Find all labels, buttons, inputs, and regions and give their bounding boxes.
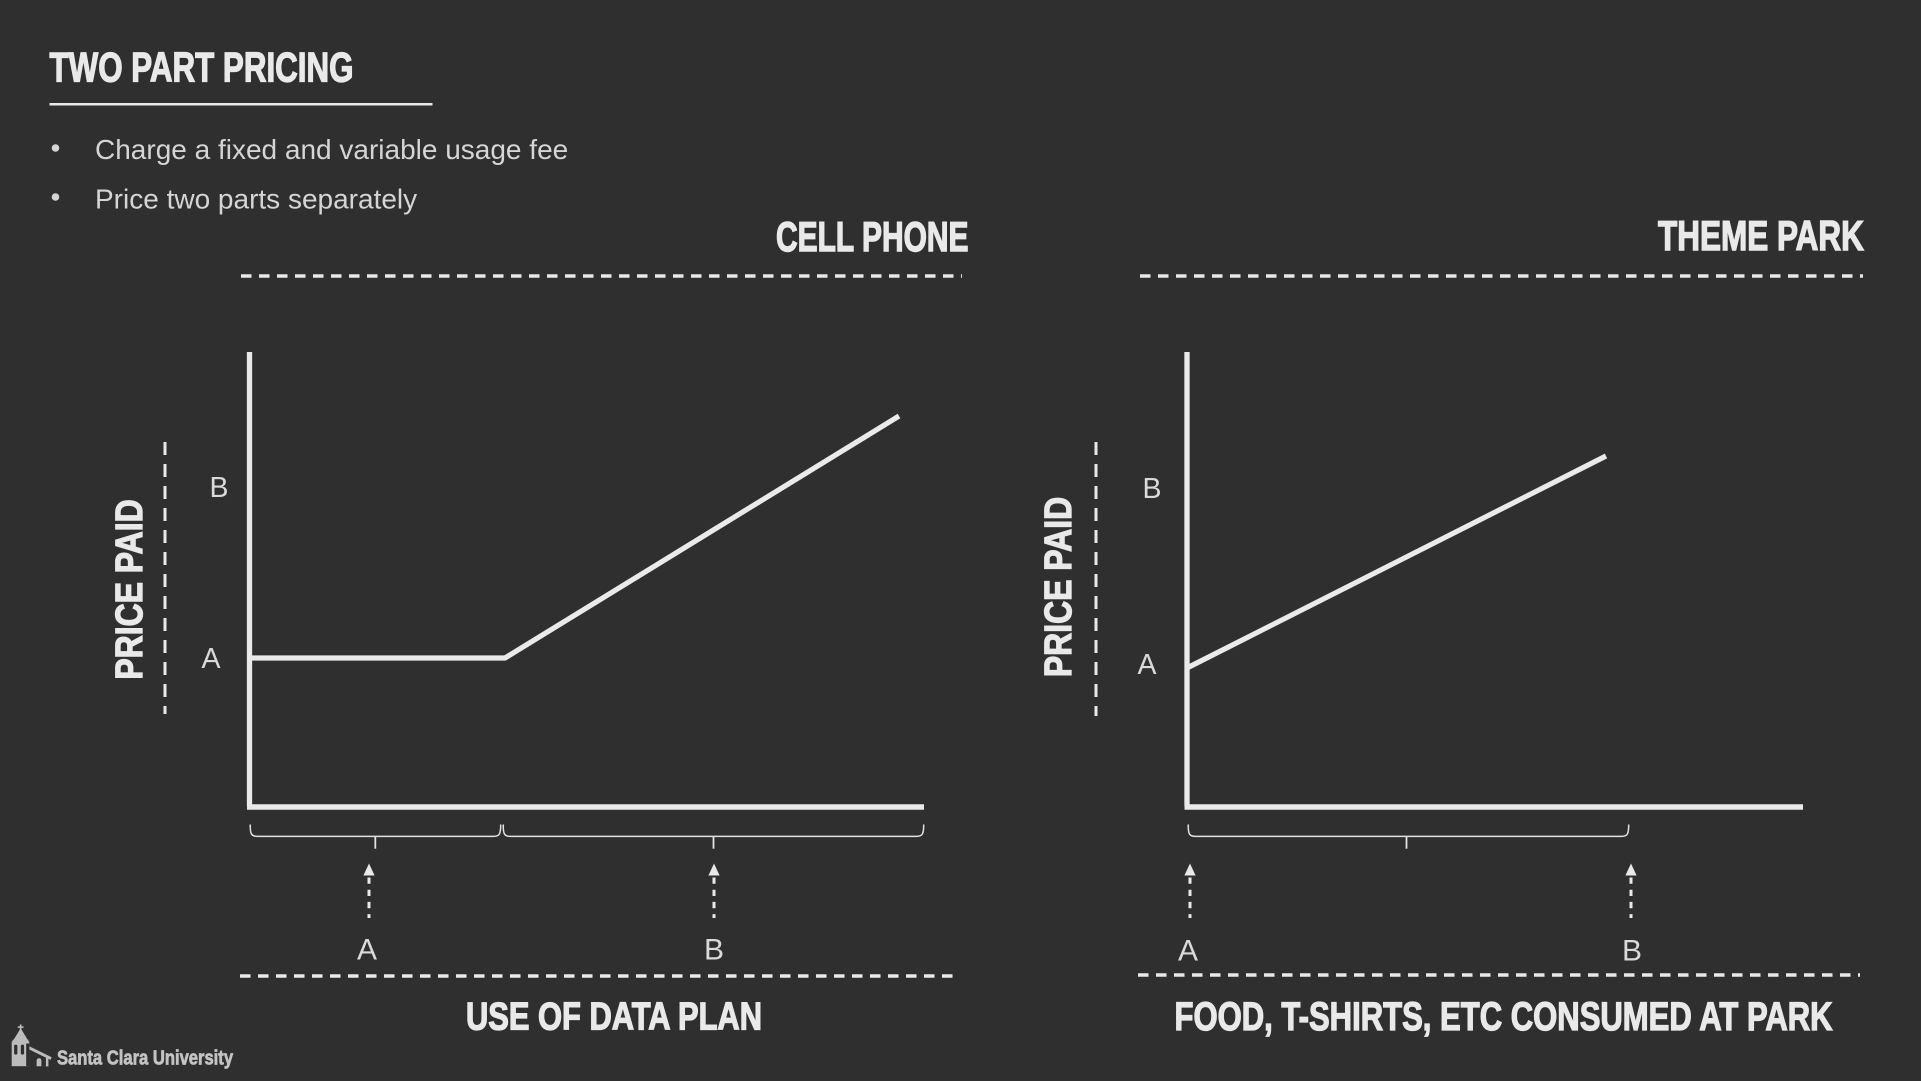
svg-text:B: B	[704, 934, 724, 967]
svg-text:FOOD, T-SHIRTS, ETC CONSUMED A: FOOD, T-SHIRTS, ETC CONSUMED AT PARK	[1175, 994, 1833, 1039]
svg-text:USE OF DATA PLAN: USE OF DATA PLAN	[466, 995, 762, 1038]
svg-text:TWO PART PRICING: TWO PART PRICING	[50, 43, 354, 91]
svg-text:A: A	[357, 934, 377, 967]
svg-text:A: A	[1137, 649, 1156, 681]
svg-text:A: A	[1178, 935, 1198, 968]
svg-text:CELL PHONE: CELL PHONE	[776, 213, 969, 260]
svg-text:A: A	[201, 643, 220, 675]
svg-text:B: B	[1142, 473, 1161, 505]
svg-text:Price two parts separately: Price two parts separately	[95, 184, 417, 215]
svg-text:B: B	[1622, 935, 1642, 968]
svg-text:THEME PARK: THEME PARK	[1658, 213, 1864, 259]
svg-text:Charge a fixed and variable us: Charge a fixed and variable usage fee	[95, 134, 568, 165]
svg-text:B: B	[209, 472, 228, 504]
svg-text:PRICE PAID: PRICE PAID	[108, 499, 150, 679]
svg-text:PRICE PAID: PRICE PAID	[1037, 497, 1079, 677]
svg-text:Santa Clara University: Santa Clara University	[57, 1046, 234, 1069]
